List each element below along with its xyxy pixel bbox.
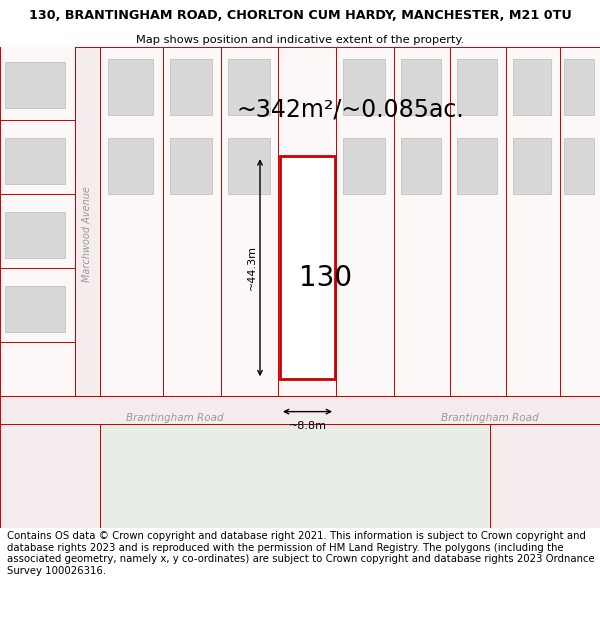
Polygon shape xyxy=(280,156,335,379)
Polygon shape xyxy=(343,59,385,115)
Polygon shape xyxy=(108,138,153,194)
Polygon shape xyxy=(170,138,212,194)
Polygon shape xyxy=(75,47,100,396)
Polygon shape xyxy=(0,47,75,396)
Polygon shape xyxy=(457,138,497,194)
Text: Brantingham Road: Brantingham Road xyxy=(441,412,539,422)
Polygon shape xyxy=(401,138,441,194)
Text: 130: 130 xyxy=(299,264,352,292)
Polygon shape xyxy=(513,138,551,194)
Polygon shape xyxy=(343,138,385,194)
Polygon shape xyxy=(564,59,594,115)
Polygon shape xyxy=(490,424,600,528)
Polygon shape xyxy=(513,59,551,115)
Text: Map shows position and indicative extent of the property.: Map shows position and indicative extent… xyxy=(136,35,464,45)
Polygon shape xyxy=(401,59,441,115)
Text: Contains OS data © Crown copyright and database right 2021. This information is : Contains OS data © Crown copyright and d… xyxy=(7,531,595,576)
Polygon shape xyxy=(5,138,65,184)
Polygon shape xyxy=(5,62,65,107)
Text: 130, BRANTINGHAM ROAD, CHORLTON CUM HARDY, MANCHESTER, M21 0TU: 130, BRANTINGHAM ROAD, CHORLTON CUM HARD… xyxy=(29,9,571,22)
Polygon shape xyxy=(0,424,100,528)
Polygon shape xyxy=(228,59,270,115)
Polygon shape xyxy=(170,59,212,115)
Polygon shape xyxy=(0,47,600,528)
Polygon shape xyxy=(0,396,600,424)
Text: Marchwood Avenue: Marchwood Avenue xyxy=(83,186,92,282)
Polygon shape xyxy=(228,138,270,194)
Polygon shape xyxy=(457,59,497,115)
Polygon shape xyxy=(564,138,594,194)
Text: ~44.3m: ~44.3m xyxy=(247,245,257,290)
Polygon shape xyxy=(100,47,600,396)
Text: ~8.8m: ~8.8m xyxy=(289,421,326,431)
Polygon shape xyxy=(100,424,490,528)
Polygon shape xyxy=(5,212,65,258)
Polygon shape xyxy=(5,286,65,332)
Text: ~342m²/~0.085ac.: ~342m²/~0.085ac. xyxy=(236,98,464,122)
Text: Brantingham Road: Brantingham Road xyxy=(126,412,224,422)
Polygon shape xyxy=(108,59,153,115)
